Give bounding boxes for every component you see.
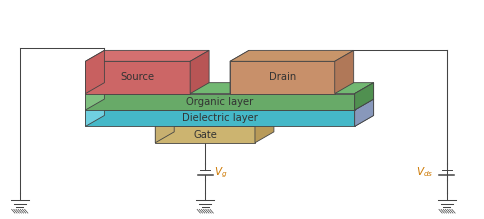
Polygon shape xyxy=(155,115,174,143)
Polygon shape xyxy=(230,61,335,94)
Text: Gate: Gate xyxy=(193,130,217,140)
Polygon shape xyxy=(86,99,374,110)
Polygon shape xyxy=(86,83,374,94)
Polygon shape xyxy=(86,94,355,110)
Polygon shape xyxy=(230,50,249,94)
Text: Organic layer: Organic layer xyxy=(186,97,254,107)
Polygon shape xyxy=(255,115,274,143)
Text: Drain: Drain xyxy=(269,72,296,83)
Polygon shape xyxy=(86,99,105,126)
Polygon shape xyxy=(230,50,354,61)
Polygon shape xyxy=(86,50,105,94)
Polygon shape xyxy=(335,50,354,94)
Text: Source: Source xyxy=(121,72,155,83)
Polygon shape xyxy=(355,83,374,110)
Polygon shape xyxy=(155,126,255,143)
Text: $V_{ds}$: $V_{ds}$ xyxy=(416,166,433,180)
Polygon shape xyxy=(86,61,190,94)
Polygon shape xyxy=(86,83,105,110)
Polygon shape xyxy=(355,99,374,126)
Polygon shape xyxy=(355,83,374,110)
Polygon shape xyxy=(155,115,274,126)
Polygon shape xyxy=(86,50,209,61)
Polygon shape xyxy=(86,110,355,126)
Text: Dielectric layer: Dielectric layer xyxy=(182,113,258,123)
Polygon shape xyxy=(355,99,374,126)
Text: $V_g$: $V_g$ xyxy=(214,165,227,180)
Polygon shape xyxy=(190,50,209,94)
